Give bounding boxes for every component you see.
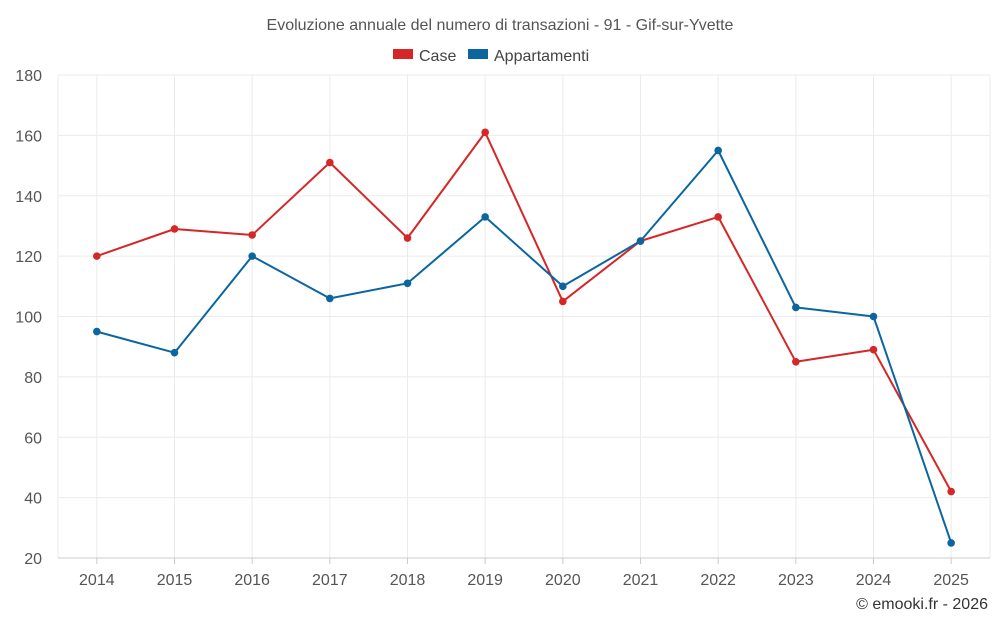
y-tick-label: 160 <box>15 128 42 145</box>
point-case-2016[interactable] <box>248 231 256 239</box>
point-appartamenti-2018[interactable] <box>403 279 412 288</box>
point-case-2018[interactable] <box>403 234 412 242</box>
point-appartamenti-2015[interactable] <box>170 348 179 357</box>
point-appartamenti-2022[interactable] <box>714 146 722 155</box>
y-tick-label: 100 <box>15 310 42 327</box>
x-tick-label: 2019 <box>467 572 503 589</box>
legend: Case Appartamenti <box>393 48 589 65</box>
y-tick-label: 80 <box>24 370 42 387</box>
point-appartamenti-2017[interactable] <box>326 294 334 303</box>
point-case-2025[interactable] <box>947 487 955 496</box>
point-appartamenti-2014[interactable] <box>93 327 101 336</box>
chart-title: Evoluzione annuale del numero di transaz… <box>267 17 734 34</box>
legend-swatch-case <box>393 49 413 59</box>
point-case-2022[interactable] <box>714 213 722 221</box>
point-appartamenti-2021[interactable] <box>636 237 645 245</box>
point-appartamenti-2019[interactable] <box>481 213 489 221</box>
y-tick-label: 180 <box>15 68 42 85</box>
y-axis: 20 40 60 80 100 120 140 160 180 <box>15 68 42 568</box>
point-case-2017[interactable] <box>326 158 334 167</box>
y-tick-label: 140 <box>15 189 42 206</box>
credit-text: © emooki.fr - 2026 <box>856 596 988 613</box>
legend-label-appartamenti: Appartamenti <box>494 48 589 65</box>
point-appartamenti-2024[interactable] <box>869 312 878 321</box>
legend-label-case: Case <box>419 48 456 65</box>
point-case-2020[interactable] <box>559 297 567 306</box>
y-tick-label: 60 <box>24 430 42 447</box>
point-appartamenti-2020[interactable] <box>559 282 567 291</box>
point-appartamenti-2025[interactable] <box>947 539 955 547</box>
series-line-case <box>96 131 953 493</box>
point-appartamenti-2023[interactable] <box>792 303 800 312</box>
x-tick-label: 2017 <box>312 572 348 589</box>
legend-swatch-appartamenti <box>468 49 488 59</box>
point-appartamenti-2016[interactable] <box>248 252 256 260</box>
series-line-appartamenti <box>96 149 953 544</box>
grid <box>57 74 991 559</box>
point-case-2019[interactable] <box>481 128 489 137</box>
x-tick-label: 2024 <box>856 572 892 589</box>
series <box>93 128 955 547</box>
point-case-2024[interactable] <box>869 345 878 354</box>
x-tick-label: 2025 <box>933 572 969 589</box>
x-tick-label: 2014 <box>79 572 115 589</box>
y-tick-label: 20 <box>24 551 42 568</box>
y-tick-label: 40 <box>24 491 42 508</box>
x-tick-label: 2021 <box>623 572 659 589</box>
y-tick-label: 120 <box>15 249 42 266</box>
x-tick-label: 2016 <box>234 572 270 589</box>
x-tick-label: 2023 <box>778 572 814 589</box>
x-tick-label: 2022 <box>700 572 736 589</box>
x-axis: 2014 2015 2016 2017 2018 2019 2020 2021 2022 2023… <box>58 557 990 589</box>
point-case-2014[interactable] <box>93 252 101 260</box>
x-tick-label: 2020 <box>545 572 581 589</box>
x-tick-label: 2018 <box>390 572 426 589</box>
point-case-2023[interactable] <box>792 357 800 366</box>
point-case-2015[interactable] <box>170 225 179 233</box>
x-tick-label: 2015 <box>157 572 193 589</box>
